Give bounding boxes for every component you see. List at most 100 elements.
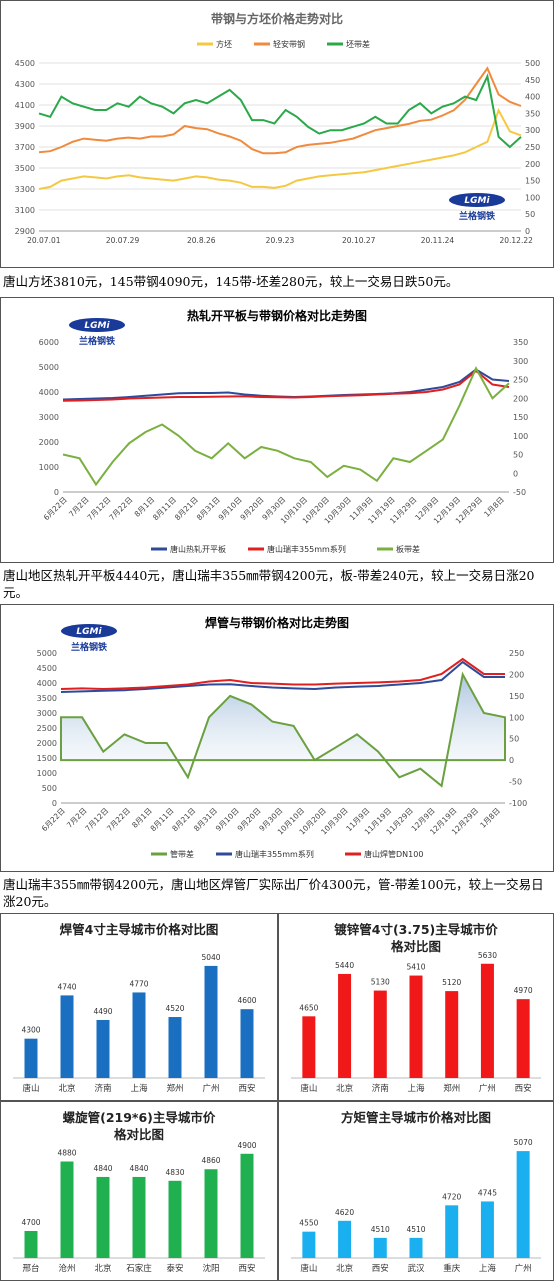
bar <box>60 995 74 1078</box>
chart2-svg: 热轧开平板与带钢价格对比走势图6000500040003000200010000… <box>39 308 529 554</box>
bar-value-label: 5130 <box>371 978 390 987</box>
bar <box>24 1038 38 1078</box>
chart-title: 焊管与带钢价格对比走势图 <box>205 615 349 630</box>
x-tick-label: 7月22日 <box>107 495 134 522</box>
bar-value-label: 5040 <box>201 953 220 962</box>
bar <box>480 963 494 1078</box>
y-right-tick-label: -100 <box>509 799 527 808</box>
y-right-tick-label: 500 <box>525 59 540 68</box>
bar-category-label: 石家庄 <box>126 1263 152 1274</box>
y-right-tick-label: 350 <box>525 109 540 118</box>
y-left-tick-label: 2500 <box>37 724 57 733</box>
bar-category-label: 西安 <box>372 1263 389 1274</box>
y-right-tick-label: 250 <box>513 376 528 385</box>
y-right-tick-label: -50 <box>513 488 526 497</box>
y-left-tick-label: 2000 <box>37 739 57 748</box>
bar-category-label: 广州 <box>515 1263 532 1274</box>
y-right-tick-label: 150 <box>509 692 524 701</box>
bar-category-label: 北京 <box>58 1083 75 1094</box>
y-left-tick-label: 6000 <box>39 338 59 347</box>
y-left-tick-label: 4500 <box>15 59 35 68</box>
chart-title: 热轧开平板与带钢价格对比走势图 <box>187 308 367 323</box>
legend-label: 轻安带钢 <box>273 39 305 49</box>
legend-label: 唐山瑞丰355mm系列 <box>267 544 346 554</box>
legend-label: 唐山焊管DN100 <box>364 849 423 859</box>
series-area-2 <box>60 671 506 788</box>
bar-category-label: 北京 <box>336 1083 353 1094</box>
bar-value-label: 5070 <box>514 1138 533 1147</box>
y-right-tick-label: 350 <box>513 338 528 347</box>
bar-category-label: 上海 <box>479 1263 497 1274</box>
y-left-tick-label: 1000 <box>39 463 59 472</box>
y-right-tick-label: 250 <box>525 143 540 152</box>
bar-panel-welded: 焊管4寸主导城市价格对比图 4300 唐山 4740 北京 4490 济南 4770 上海 452… <box>0 913 278 1101</box>
bar-category-label: 济南 <box>372 1083 389 1094</box>
y-right-tick-label: 50 <box>525 210 535 219</box>
y-right-tick-label: 100 <box>525 193 540 202</box>
bar-chart-square: 方矩管主导城市价格对比图 4550 唐山 4620 北京 4510 西安 4510 武汉 4720… <box>291 1110 541 1274</box>
x-tick-label: 7月22日 <box>105 806 132 833</box>
bar-value-label: 4510 <box>371 1225 390 1234</box>
x-tick-label: 20.11.24 <box>421 236 455 245</box>
y-left-tick-label: 3100 <box>15 206 35 215</box>
y-right-tick-label: 200 <box>509 670 524 679</box>
logo-text: 兰格钢铁 <box>459 210 495 222</box>
bar-value-label: 4970 <box>514 986 533 995</box>
y-right-tick-label: 0 <box>525 227 530 236</box>
y-left-tick-label: 3500 <box>37 694 57 703</box>
bar-title-line2: 格对比图 <box>391 939 441 954</box>
bar-value-label: 4300 <box>21 1026 40 1035</box>
y-right-tick-label: 200 <box>513 394 528 403</box>
bar-chart-galvanized: 镀锌管4寸(3.75)主导城市价格对比图 4650 唐山 5440 北京 5130 济南 54… <box>291 922 541 1094</box>
bar-panel-spiral: 螺旋管(219*6)主导城市价 格对比图 4700 邢台 4880 沧州 4840 北京 484… <box>0 1101 278 1281</box>
bar-panel-galvanized: 镀锌管4寸(3.75)主导城市价 格对比图 4650 唐山 5440 北京 5130 济南 54… <box>278 913 554 1101</box>
chart1-svg: 带钢与方坯价格走势对比45004300410039003700350033003… <box>15 11 541 245</box>
bar-category-label: 泰安 <box>166 1263 183 1274</box>
bar-value-label: 4620 <box>335 1208 354 1217</box>
bar <box>132 1176 146 1258</box>
y-left-tick-label: 4500 <box>37 664 57 673</box>
y-left-tick-label: 0 <box>54 488 59 497</box>
y-right-tick-label: 300 <box>513 357 528 366</box>
bar <box>204 965 218 1078</box>
x-tick-label: 1月8日 <box>482 495 506 519</box>
y-left-tick-label: 4300 <box>15 80 35 89</box>
bar-category-label: 西安 <box>515 1083 532 1094</box>
bar-category-label: 西安 <box>238 1263 255 1274</box>
series-line-1 <box>38 66 522 155</box>
logo-badge-shape <box>449 193 505 207</box>
bar-value-label: 4880 <box>57 1149 76 1158</box>
y-left-tick-label: 5000 <box>37 649 57 658</box>
bar-value-label: 4600 <box>237 996 256 1005</box>
series-line-2 <box>62 366 510 487</box>
bar <box>302 1231 316 1258</box>
x-tick-label: 20.07.01 <box>27 236 61 245</box>
bar <box>445 991 459 1078</box>
bar-value-label: 4740 <box>57 982 76 991</box>
bar-value-label: 4900 <box>237 1141 256 1150</box>
logo-badge: LGMi <box>464 196 490 206</box>
y-right-tick-label: 50 <box>509 735 519 744</box>
bar <box>168 1017 182 1078</box>
y-left-tick-label: 2900 <box>15 227 35 236</box>
bar-value-label: 4510 <box>406 1225 425 1234</box>
bar-value-label: 4745 <box>478 1188 497 1197</box>
bar-value-label: 4830 <box>165 1168 184 1177</box>
bar-value-label: 4490 <box>93 1007 112 1016</box>
series-line-1 <box>60 657 505 691</box>
bar-category-label: 唐山 <box>300 1263 317 1274</box>
logo-text: 兰格钢铁 <box>71 641 107 653</box>
x-tick-label: 20.9.23 <box>266 236 295 245</box>
bar-value-label: 4770 <box>129 979 148 988</box>
logo-badge-shape <box>61 624 117 638</box>
series-line-0 <box>38 107 522 190</box>
legend-label: 管带差 <box>170 849 194 859</box>
bar-category-label: 武汉 <box>407 1263 425 1274</box>
y-right-tick-label: 0 <box>509 756 514 765</box>
bar-value-label: 4520 <box>165 1004 184 1013</box>
bar-category-label: 沧州 <box>58 1263 75 1274</box>
bar-category-label: 广州 <box>479 1083 496 1094</box>
x-tick-label: 1月8日 <box>478 806 502 830</box>
bar-value-label: 5440 <box>335 961 354 970</box>
bar <box>409 975 423 1078</box>
